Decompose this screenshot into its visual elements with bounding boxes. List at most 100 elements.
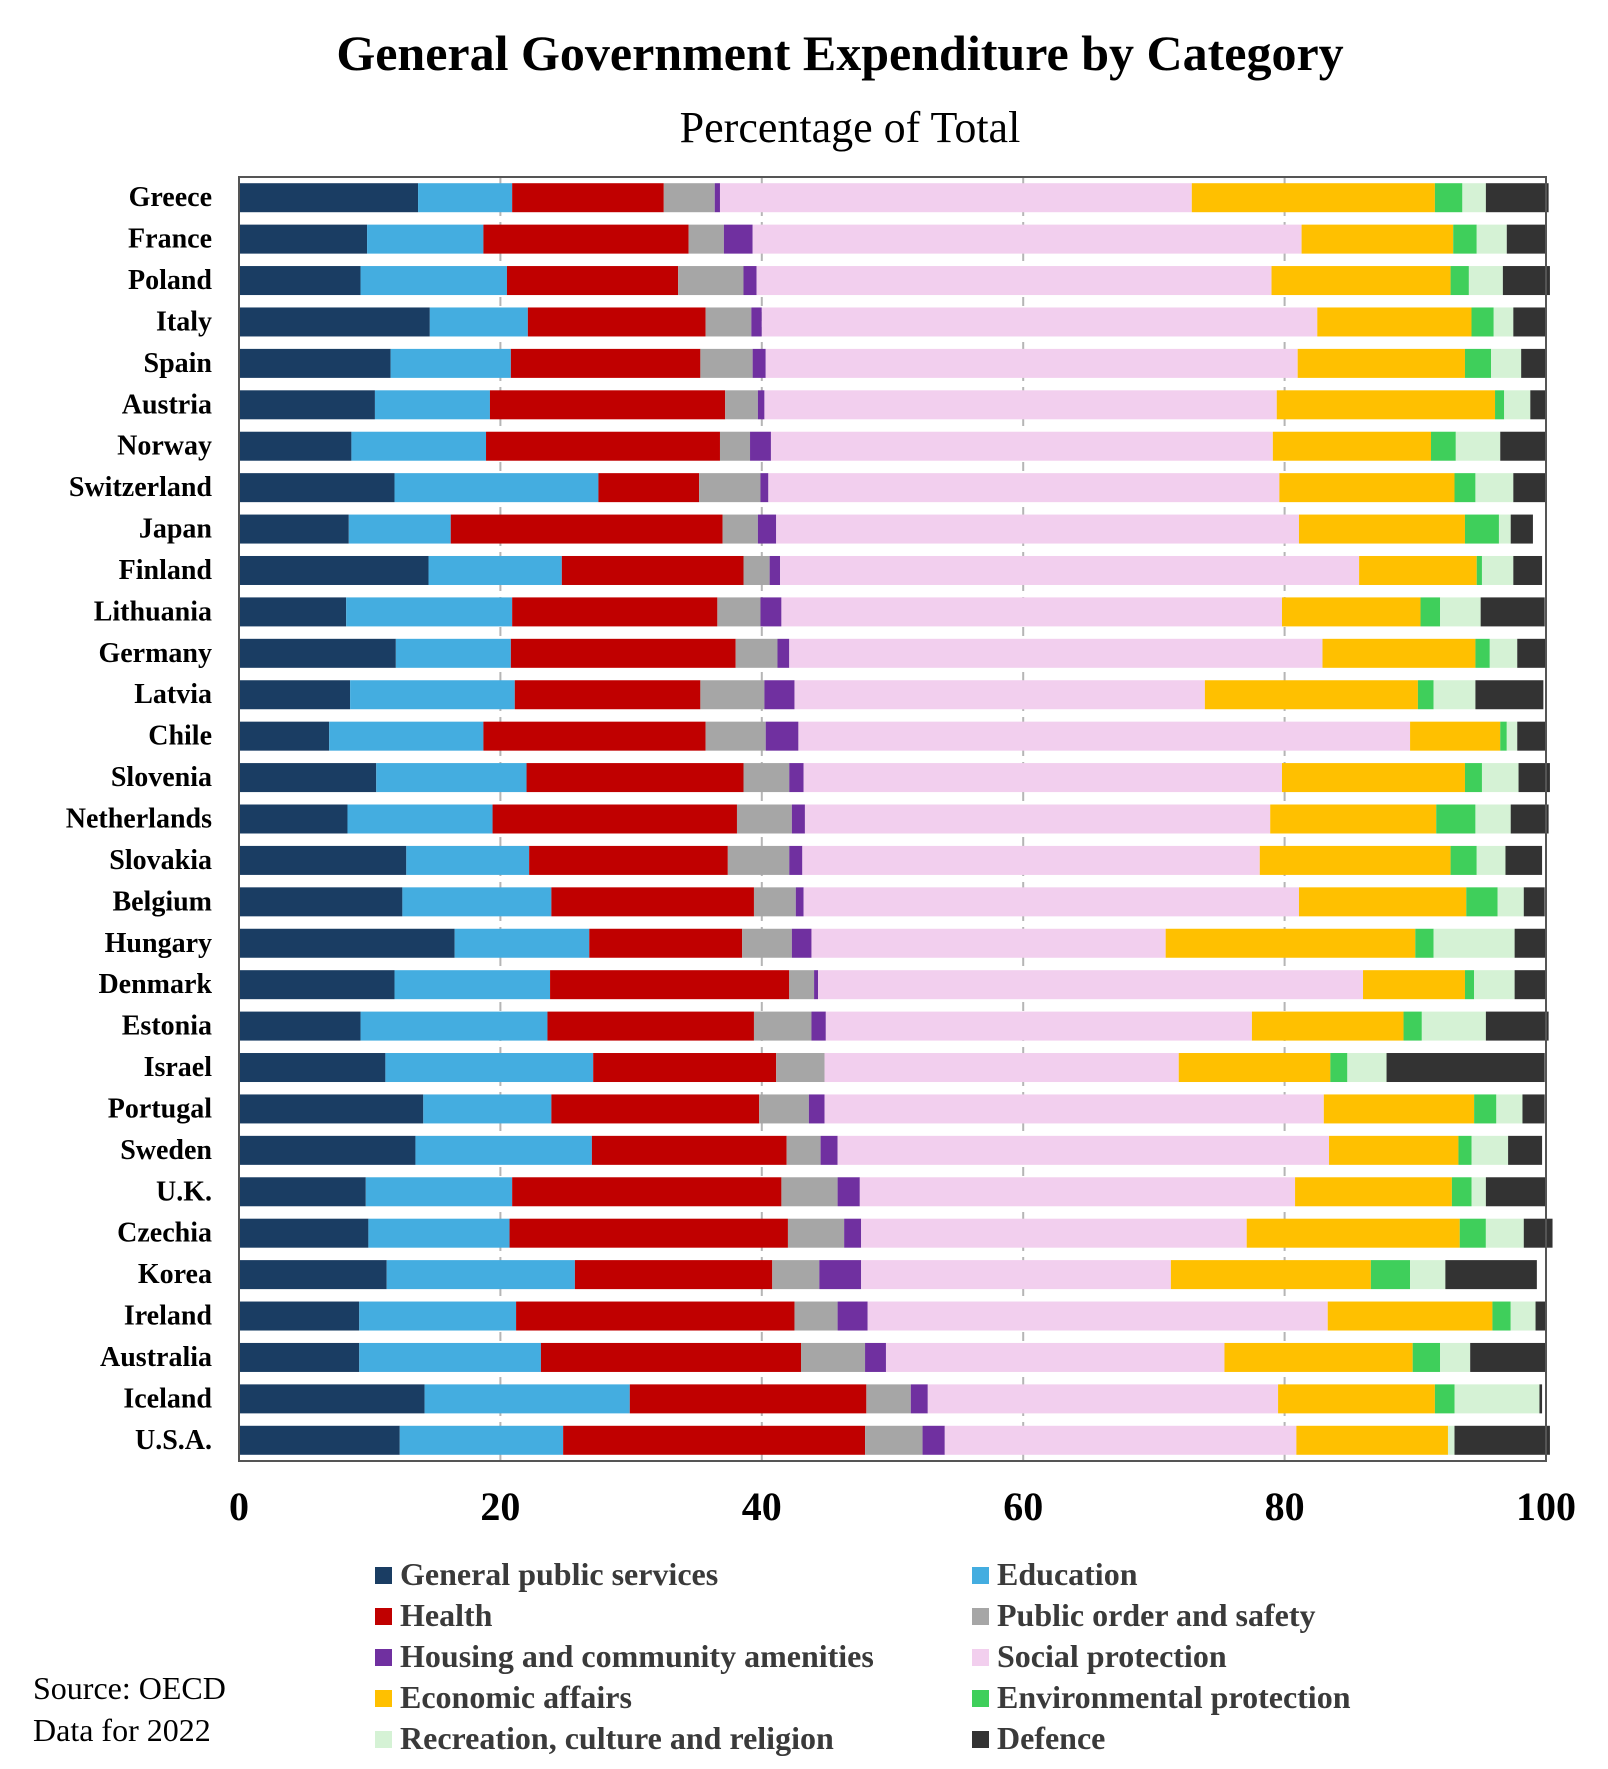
bar-segment xyxy=(814,970,819,1000)
bar-segment xyxy=(394,970,551,1000)
bar-segment xyxy=(760,597,782,627)
bar-segment xyxy=(765,721,799,751)
bar-segment xyxy=(418,183,513,213)
bar-segment xyxy=(1493,307,1514,337)
country-label: Lithuania xyxy=(94,596,212,627)
bar-segment xyxy=(789,970,815,1000)
bar-segment xyxy=(786,1135,821,1165)
bar-segment xyxy=(723,224,753,254)
bar-segment xyxy=(1485,1177,1546,1207)
bar-segment xyxy=(239,473,395,503)
bar-segment xyxy=(804,804,1271,834)
bar-segment xyxy=(1508,1135,1543,1165)
bar-segment xyxy=(239,555,429,585)
bar-segment xyxy=(1440,597,1481,627)
bar-segment xyxy=(1455,431,1501,461)
bar-segment xyxy=(1279,473,1455,503)
bar-segment xyxy=(239,804,348,834)
bar-segment xyxy=(1485,1218,1524,1248)
legend-swatch xyxy=(375,1567,392,1584)
x-tick-label: 0 xyxy=(229,1484,249,1529)
bar-segment xyxy=(825,1011,1252,1041)
bar-segment xyxy=(1539,1384,1543,1414)
bar-segment xyxy=(802,845,1260,875)
bar-segment xyxy=(818,970,1364,1000)
bar-segment xyxy=(551,1094,760,1124)
country-label: Italy xyxy=(156,306,212,337)
bar-segment xyxy=(415,1135,592,1165)
legend-label: Public order and safety xyxy=(997,1597,1316,1633)
country-label: Slovakia xyxy=(109,845,212,876)
bar-segment xyxy=(1462,183,1486,213)
bar-segment xyxy=(1447,1425,1455,1455)
bar-segment xyxy=(512,1177,782,1207)
bar-segment xyxy=(329,721,484,751)
bar-segment xyxy=(1191,183,1435,213)
bar-segment xyxy=(1471,307,1494,337)
bar-segment xyxy=(861,1218,1247,1248)
bar-segment xyxy=(757,514,777,544)
bar-segment xyxy=(1514,928,1546,958)
country-label: France xyxy=(128,224,212,255)
bar-segment xyxy=(399,1425,564,1455)
bar-segment xyxy=(1517,638,1546,668)
bar-segment xyxy=(756,266,1272,296)
country-label: Netherlands xyxy=(66,804,212,835)
country-label: Ireland xyxy=(124,1301,213,1332)
country-label: Israel xyxy=(144,1052,213,1083)
country-label: Belgium xyxy=(112,886,212,917)
bar-segment xyxy=(1415,928,1434,958)
bar-segment xyxy=(1510,1301,1536,1331)
bar-segment xyxy=(1298,887,1467,917)
bar-segment xyxy=(844,1218,862,1248)
bar-segment xyxy=(239,1011,361,1041)
bar-segment xyxy=(759,1094,809,1124)
bar-segment xyxy=(837,1301,868,1331)
legend-label: Defence xyxy=(997,1720,1106,1756)
bar-segment xyxy=(239,390,375,420)
legend-label: Health xyxy=(400,1597,493,1633)
legend-item: Recreation, culture and religion xyxy=(375,1720,834,1757)
bar-segment xyxy=(454,928,590,958)
bar-segment xyxy=(395,638,511,668)
bar-segment xyxy=(1500,431,1546,461)
country-labels: Greece France Poland Italy Spain Austria Norwa… xyxy=(66,182,213,1456)
bar-segment xyxy=(736,804,792,834)
bar-segment xyxy=(663,183,715,213)
bar-segments xyxy=(239,183,1553,1455)
bar-segment xyxy=(1251,1011,1404,1041)
bar-segment xyxy=(489,390,726,420)
bar-segment xyxy=(239,266,361,296)
bar-segment xyxy=(727,845,790,875)
country-label: U.S.A. xyxy=(135,1425,212,1456)
bar-segment xyxy=(743,555,770,585)
bar-segment xyxy=(360,266,507,296)
bar-segment xyxy=(346,597,513,627)
bar-segment xyxy=(1510,514,1533,544)
legend-item: Social protection xyxy=(972,1638,1227,1675)
legend-swatch xyxy=(972,1731,989,1748)
bar-segment xyxy=(1500,721,1507,751)
bar-segment xyxy=(752,348,766,378)
bar-segment xyxy=(1475,680,1544,710)
bar-segment xyxy=(824,1053,1179,1083)
bar-segment xyxy=(529,845,728,875)
legend-label: General public services xyxy=(400,1556,719,1592)
bar-segment xyxy=(1517,721,1546,751)
country-label: Switzerland xyxy=(69,472,213,503)
bar-segment xyxy=(1410,1260,1446,1290)
country-label: Spain xyxy=(144,348,213,379)
bar-segment xyxy=(540,1342,802,1372)
bar-segment xyxy=(483,721,706,751)
bar-segment xyxy=(1523,887,1545,917)
bar-segment xyxy=(1270,804,1437,834)
legend-swatch xyxy=(375,1731,392,1748)
bar-segment xyxy=(789,638,1323,668)
country-label: Austria xyxy=(122,389,212,420)
bar-segment xyxy=(1296,1425,1448,1455)
bar-segment xyxy=(1259,845,1451,875)
legend-item: General public services xyxy=(375,1556,718,1593)
bar-segment xyxy=(1464,970,1475,1000)
bar-segment xyxy=(527,307,706,337)
bar-segment xyxy=(1522,1094,1545,1124)
